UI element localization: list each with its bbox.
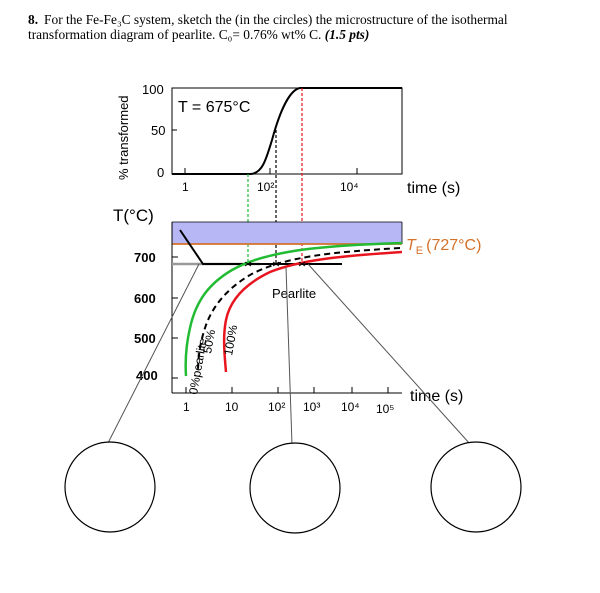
pointer-middle [285,266,293,446]
ttt-xtick-103: 10³ [303,400,320,414]
start-curve [184,241,403,377]
marker-start [244,261,252,267]
top-xlabel: time (s) [407,180,460,197]
te-label-symbol: T [406,237,417,254]
ttt-xtick-104: 10⁴ [341,400,360,414]
curve-label-50pct: 50% [200,328,218,354]
marker-finish [298,261,306,267]
top-xtick-104: 10⁴ [340,180,359,194]
ttt-plot: T(°C) 700 600 500 400 1 10 10² 10³ 10⁴ 1… [113,206,481,416]
austenite-region [172,222,402,244]
sketch-circle-right[interactable] [430,441,522,533]
top-plot: % transformed 100 50 0 1 10² 10⁴ time (s… [116,82,460,197]
ttt-ytick-500: 500 [134,331,156,346]
pointer-right [307,263,471,445]
ttt-ylabel: T(°C) [113,206,154,225]
top-ylabel: % transformed [116,95,131,180]
fifty-percent-curve [197,247,401,373]
sketch-circle-middle[interactable] [249,442,341,534]
top-ytick-100: 100 [142,82,164,97]
curve-label-100pct: 100% [221,324,240,357]
te-label-value: (727°C) [426,237,481,254]
ttt-ytick-400: 400 [136,368,158,383]
isotherm-markers [244,261,306,267]
question-points: (1.5 pts) [324,27,370,42]
top-ytick-50: 50 [151,123,165,138]
te-label: TE (727°C) [406,237,481,257]
question-number: 8. [28,12,39,27]
top-xtick-102: 10² [257,180,274,194]
ttt-xlabel: time (s) [410,388,463,405]
ttt-xtick-1: 1 [183,400,190,414]
finish-curve [222,250,403,373]
top-xtick-1: 1 [182,180,189,194]
transformation-curve [172,87,402,175]
top-plot-frame [171,87,403,175]
ttt-ytick-600: 600 [134,291,156,306]
top-annotation-temperature: T = 675°C [178,99,250,116]
te-label-subscript: E [416,245,423,257]
question-body: For the Fe-Fe₃C system, sketch the (in t… [28,12,508,42]
ttt-ytick-700: 700 [134,250,156,265]
pearlite-region-label: Pearlite [272,286,316,301]
marker-50 [272,261,280,267]
top-ytick-0: 0 [157,165,164,180]
sketch-circle-left[interactable] [64,441,156,533]
pointer-left [107,263,200,444]
ttt-xtick-10: 10 [225,400,239,414]
ttt-xtick-102: 10² [268,400,285,414]
question-text: 8. For the Fe-Fe₃C system, sketch the (in… [28,12,588,42]
ttt-xtick-105: 10⁵ [376,402,394,416]
